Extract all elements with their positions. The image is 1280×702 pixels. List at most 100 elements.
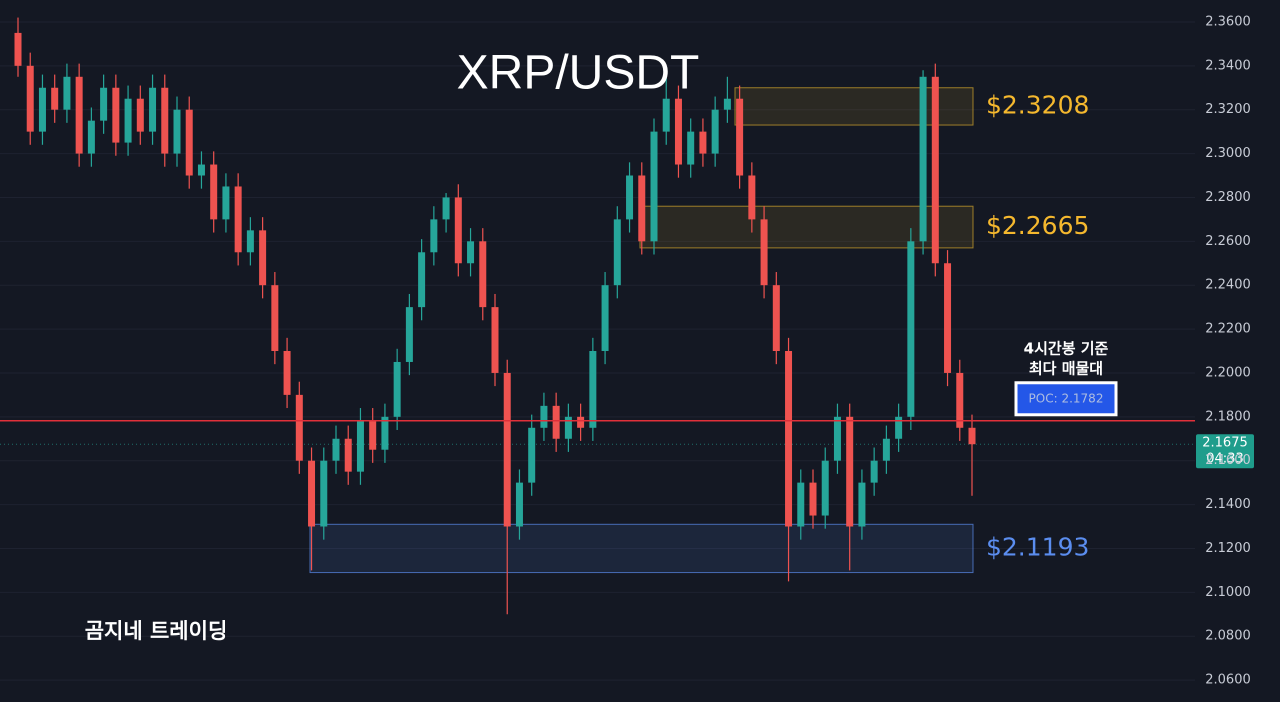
candle-body	[968, 427, 976, 445]
candle-body	[956, 372, 964, 428]
y-tick-label: 2.0800	[1205, 629, 1251, 644]
candle-body	[821, 460, 829, 516]
candle-body	[870, 460, 878, 483]
candle-body	[748, 175, 756, 220]
candle-body	[271, 285, 279, 351]
candle-body	[833, 416, 841, 461]
poc-box	[1014, 381, 1118, 417]
candle-body	[283, 351, 291, 395]
y-tick-label: 2.2200	[1205, 322, 1251, 337]
candle-body	[785, 351, 793, 527]
candle-body	[161, 87, 169, 154]
candle-body	[259, 230, 267, 286]
candle-body	[882, 438, 890, 461]
countdown-label: 04:33	[1206, 452, 1243, 467]
y-tick-label: 2.2400	[1205, 278, 1251, 293]
candle-body	[895, 416, 903, 439]
candle-body	[405, 307, 413, 362]
candle-body	[381, 416, 389, 450]
candle-body	[503, 372, 511, 527]
poc-label: POC: 2.1782	[1029, 391, 1104, 405]
candle-body	[100, 87, 108, 121]
y-tick-label: 2.2000	[1205, 365, 1251, 380]
y-tick-label: 2.0600	[1205, 673, 1251, 688]
chart-title: XRP/USDT	[457, 47, 700, 100]
candle-body	[687, 131, 695, 165]
candle-body	[772, 285, 780, 351]
candle-body	[124, 98, 132, 143]
candle-body	[332, 438, 340, 461]
candle-body	[662, 98, 670, 132]
candle-body	[26, 65, 34, 132]
candle-body	[393, 361, 401, 417]
candle-body	[210, 164, 218, 220]
zone-label: $2.1193	[986, 532, 1089, 561]
candle-body	[491, 307, 499, 373]
candle-body	[601, 285, 609, 351]
poc-note: 4시간봉 기준	[1024, 339, 1109, 357]
candle-body	[320, 460, 328, 527]
candle-body	[197, 164, 205, 176]
candle-body	[75, 76, 83, 154]
candle-body	[136, 98, 144, 132]
candle-body	[14, 32, 22, 66]
candle-body	[246, 230, 254, 253]
candle-body	[515, 482, 523, 527]
candle-body	[613, 219, 621, 286]
candle-body	[809, 482, 817, 516]
candle-body	[430, 219, 438, 253]
candle-body	[418, 252, 426, 308]
y-tick-label: 2.3200	[1205, 102, 1251, 117]
last-price-box	[1196, 434, 1254, 469]
candle-body	[467, 241, 475, 264]
candle-body	[944, 263, 952, 373]
last-price-label: 2.1675	[1202, 436, 1248, 451]
y-tick-label: 2.1000	[1205, 585, 1251, 600]
y-tick-label: 2.1600	[1205, 453, 1251, 468]
y-tick-label: 2.3400	[1205, 58, 1251, 73]
poc-note: 최다 매물대	[1029, 359, 1103, 377]
candle-body	[149, 87, 157, 132]
y-tick-label: 2.1800	[1205, 409, 1251, 424]
candle-body	[369, 421, 377, 450]
candle-body	[51, 87, 59, 110]
candle-body	[650, 131, 658, 242]
price-zone	[309, 523, 974, 574]
candle-body	[479, 241, 487, 308]
candle-body	[931, 76, 939, 264]
candle-body	[589, 351, 597, 428]
candle-body	[552, 405, 560, 439]
candle-body	[234, 186, 242, 253]
candle-body	[63, 76, 71, 110]
y-tick-label: 2.2800	[1205, 190, 1251, 205]
candle-body	[711, 109, 719, 154]
candle-body	[442, 197, 450, 220]
watermark: 곰지네 트레이딩	[85, 619, 228, 643]
candle-body	[112, 87, 120, 143]
candle-body	[295, 394, 303, 461]
candle-body	[699, 131, 707, 154]
candle-body	[356, 421, 364, 472]
candle-body	[907, 241, 915, 417]
y-tick-label: 2.3000	[1205, 146, 1251, 161]
candle-body	[858, 482, 866, 527]
candle-body	[797, 482, 805, 527]
y-tick-label: 2.2600	[1205, 234, 1251, 249]
candle-body	[736, 98, 744, 176]
candle-body	[723, 98, 731, 110]
candle-body	[760, 219, 768, 286]
candle-body	[919, 76, 927, 242]
candle-body	[185, 109, 193, 176]
y-tick-label: 2.1200	[1205, 541, 1251, 556]
candle-body	[87, 120, 95, 154]
candle-body	[846, 416, 854, 527]
candle-body	[173, 109, 181, 154]
candle-body	[674, 98, 682, 165]
zone-label: $2.3208	[986, 90, 1089, 119]
candle-body	[564, 416, 572, 439]
y-tick-label: 2.3600	[1205, 14, 1251, 29]
price-zone	[639, 205, 974, 249]
candle-body	[222, 186, 230, 220]
